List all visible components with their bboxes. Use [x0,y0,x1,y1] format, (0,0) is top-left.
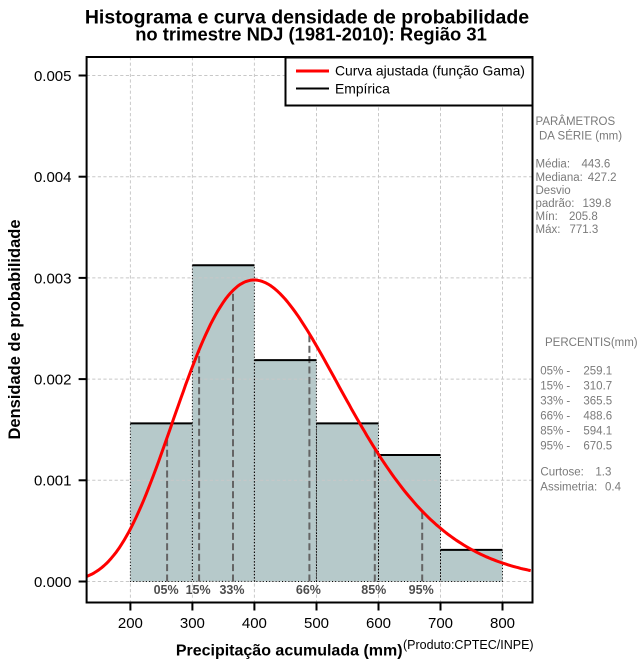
svg-text:0.004: 0.004 [34,169,72,186]
svg-text:365.5: 365.5 [583,395,612,407]
svg-text:670.5: 670.5 [583,440,612,452]
svg-text:padrão:: padrão: [536,198,575,210]
svg-text:427.2: 427.2 [588,172,617,184]
svg-text:Histograma e curva densidade d: Histograma e curva densidade de probabil… [85,7,529,29]
svg-text:139.8: 139.8 [583,198,612,210]
svg-text:700: 700 [428,615,453,632]
svg-text:Assimetria:: Assimetria: [540,481,597,493]
svg-text:33% -: 33% - [540,395,570,407]
svg-text:Densidade de probabilidade: Densidade de probabilidade [6,219,24,439]
svg-text:15% -: 15% - [540,380,570,392]
svg-text:0.000: 0.000 [34,574,72,591]
svg-text:205.8: 205.8 [569,211,598,223]
svg-text:05% -: 05% - [540,365,570,377]
svg-text:0.4: 0.4 [605,481,622,493]
svg-text:Curtose:: Curtose: [540,467,583,479]
svg-text:594.1: 594.1 [583,425,612,437]
svg-text:300: 300 [180,615,205,632]
svg-text:0.005: 0.005 [34,68,72,85]
svg-text:Mín:: Mín: [536,211,558,223]
svg-text:Mediana:: Mediana: [536,172,583,184]
svg-text:488.6: 488.6 [583,410,612,422]
svg-text:Máx:: Máx: [536,224,561,236]
svg-text:Desvio: Desvio [536,185,571,197]
svg-text:800: 800 [490,615,515,632]
svg-text:771.3: 771.3 [570,224,599,236]
svg-text:PERCENTIS(mm): PERCENTIS(mm) [545,337,638,349]
svg-text:05%: 05% [154,583,179,597]
svg-text:66%: 66% [296,583,321,597]
svg-text:85%: 85% [361,583,386,597]
svg-text:DA SÉRIE (mm): DA SÉRIE (mm) [539,130,622,143]
svg-text:0.002: 0.002 [34,372,72,389]
svg-text:200: 200 [118,615,143,632]
svg-text:0.003: 0.003 [34,270,72,287]
svg-text:0.001: 0.001 [34,473,72,490]
svg-text:33%: 33% [219,583,244,597]
svg-text:443.6: 443.6 [582,159,611,171]
svg-text:500: 500 [304,615,329,632]
svg-text:(Produto:CPTEC/INPE): (Produto:CPTEC/INPE) [403,638,534,652]
svg-text:400: 400 [242,615,267,632]
svg-text:15%: 15% [186,583,211,597]
svg-text:Empírica: Empírica [335,81,390,97]
svg-text:PARÂMETROS: PARÂMETROS [536,115,616,128]
svg-text:259.1: 259.1 [583,365,612,377]
svg-text:95%: 95% [409,583,434,597]
svg-text:Média:: Média: [536,159,571,171]
svg-text:no trimestre NDJ (1981-2010):: no trimestre NDJ (1981-2010): Região 31 [135,24,487,45]
svg-text:600: 600 [366,615,391,632]
svg-text:95% -: 95% - [540,440,570,452]
svg-text:66% -: 66% - [540,410,570,422]
svg-text:85% -: 85% - [540,425,570,437]
svg-text:Curva ajustada (função Gama): Curva ajustada (função Gama) [335,63,525,79]
svg-text:1.3: 1.3 [595,467,611,479]
svg-text:310.7: 310.7 [583,380,612,392]
svg-text:Precipitação acumulada (mm): Precipitação acumulada (mm) [176,643,403,660]
